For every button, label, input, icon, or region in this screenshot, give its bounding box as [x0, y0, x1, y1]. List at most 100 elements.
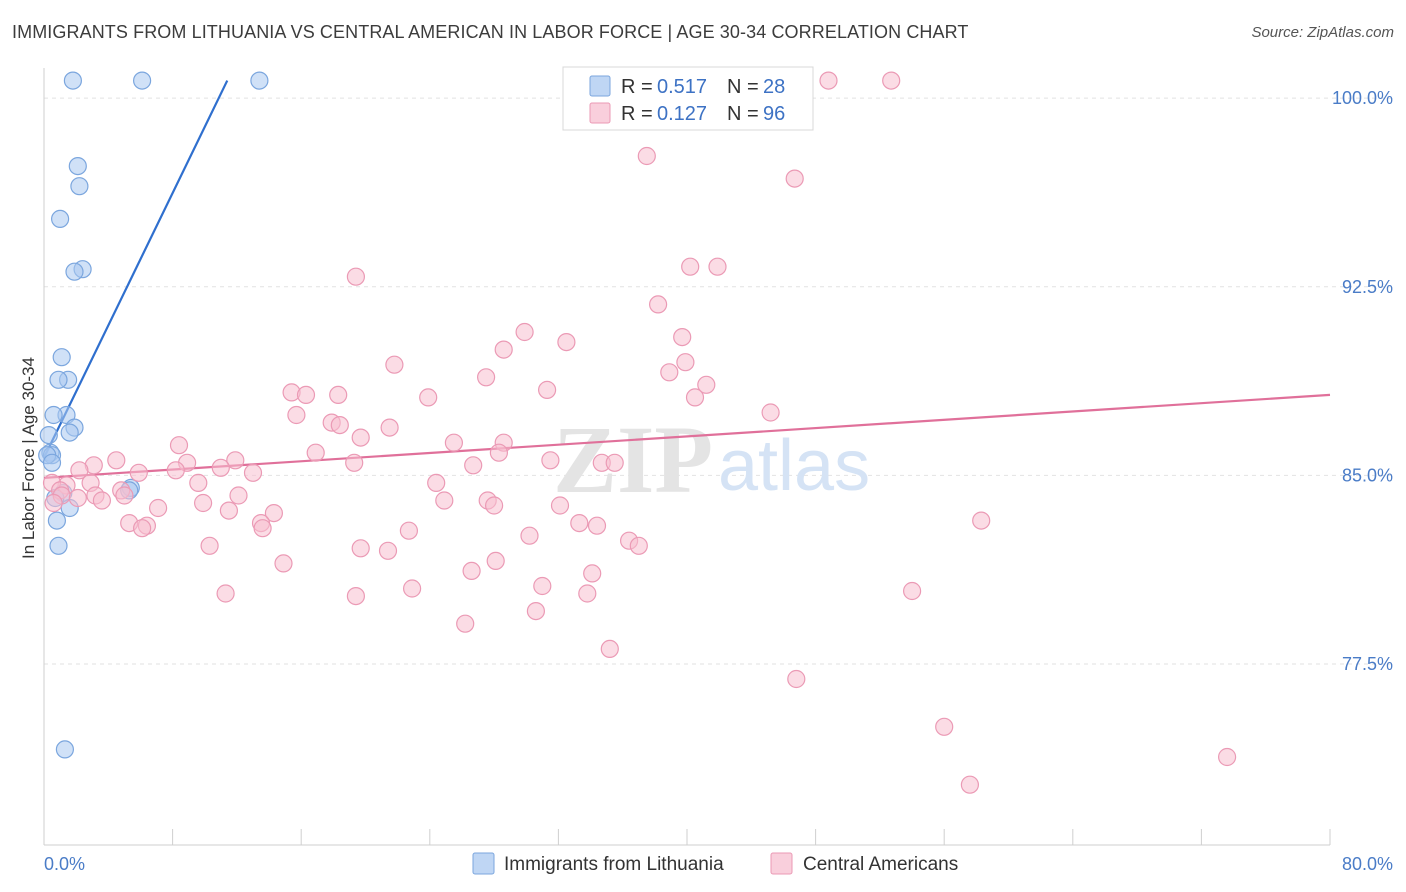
- data-point-1-71: [550, 496, 570, 515]
- data-point-1-87: [274, 554, 293, 573]
- data-point-0-7: [65, 262, 84, 281]
- data-point-0-26: [49, 536, 68, 555]
- series-legend-label-lithuania: Immigrants from Lithuania: [504, 854, 724, 875]
- y-tick-label-2: 92.5%: [1342, 277, 1393, 297]
- y-tick-label-0: 77.5%: [1342, 654, 1393, 674]
- data-point-0-2: [250, 71, 269, 90]
- legend-r-value-central-americans: 0.127: [657, 103, 707, 125]
- data-point-1-78: [520, 526, 539, 545]
- data-point-1-69: [219, 501, 238, 520]
- data-point-1-44: [211, 458, 230, 477]
- data-point-1-4: [637, 146, 656, 166]
- data-point-1-84: [378, 541, 398, 560]
- data-point-1-88: [486, 551, 505, 571]
- data-point-0-8: [52, 348, 71, 367]
- data-point-1-15: [477, 368, 496, 387]
- data-point-1-70: [485, 496, 504, 515]
- data-point-1-17: [660, 363, 679, 382]
- series-legend-label-central-americans: Central Americans: [803, 854, 958, 875]
- stats-legend: R = 0.517 N = 28 R = 0.127 N = 96: [562, 66, 814, 131]
- data-point-0-3: [68, 157, 87, 176]
- legend-swatch-central-americans: [589, 102, 611, 124]
- data-point-1-86: [629, 536, 648, 555]
- data-point-1-30: [351, 428, 370, 447]
- data-point-0-10: [49, 370, 68, 389]
- legend-n-value-lithuania: 28: [763, 76, 785, 98]
- x-tick-label-min: 0.0%: [44, 854, 85, 874]
- data-point-1-37: [107, 451, 126, 470]
- data-point-1-16: [676, 353, 695, 372]
- series-legend-swatch-central-americans: [770, 852, 793, 875]
- data-point-1-82: [200, 536, 219, 555]
- series-points-0: [38, 71, 269, 759]
- data-point-1-94: [578, 584, 597, 603]
- data-point-1-36: [541, 451, 560, 470]
- data-point-1-91: [533, 576, 552, 596]
- data-point-1-27: [761, 403, 780, 422]
- legend-r-label-lithuania: R =: [621, 76, 653, 98]
- data-point-1-53: [189, 473, 208, 492]
- data-point-1-29: [380, 418, 399, 437]
- data-point-1-46: [70, 461, 89, 480]
- data-point-0-14: [60, 423, 79, 442]
- data-point-1-8: [708, 257, 727, 276]
- data-point-1-103: [1217, 747, 1237, 767]
- y-tick-label-3: 100.0%: [1332, 88, 1393, 108]
- data-point-1-35: [489, 443, 508, 462]
- data-point-1-24: [685, 388, 705, 407]
- data-point-1-49: [243, 463, 263, 482]
- data-point-1-77: [399, 521, 418, 540]
- data-point-1-99: [600, 639, 619, 659]
- data-point-1-93: [403, 579, 422, 598]
- data-point-0-1: [133, 71, 152, 90]
- chart-title: IMMIGRANTS FROM LITHUANIA VS CENTRAL AME…: [12, 22, 969, 42]
- data-point-1-61: [92, 491, 112, 510]
- data-point-1-7: [681, 257, 700, 276]
- watermark-atlas: atlas: [718, 426, 870, 506]
- data-point-1-14: [385, 355, 404, 374]
- data-point-1-59: [115, 486, 134, 505]
- data-point-1-76: [253, 519, 272, 538]
- data-point-1-62: [229, 486, 248, 505]
- data-points: [38, 71, 1237, 794]
- series-points-1: [42, 71, 1237, 794]
- data-point-1-19: [697, 375, 716, 394]
- data-point-1-21: [296, 385, 316, 404]
- x-tick-label-max: 80.0%: [1342, 854, 1393, 874]
- legend-r-value-lithuania: 0.517: [657, 76, 707, 98]
- data-point-1-79: [570, 513, 589, 533]
- data-point-0-0: [63, 71, 83, 90]
- data-point-1-90: [583, 564, 602, 583]
- watermark: ZIP atlas: [553, 406, 870, 513]
- data-point-1-11: [557, 333, 576, 352]
- data-point-1-22: [329, 385, 348, 404]
- data-point-1-2: [819, 71, 838, 90]
- data-point-0-5: [50, 209, 70, 228]
- data-point-1-43: [605, 453, 624, 472]
- series-legend-swatch-lithuania: [472, 852, 495, 875]
- data-point-1-9: [648, 295, 668, 314]
- data-point-1-75: [133, 519, 152, 538]
- grid-lines: [44, 97, 1392, 665]
- trend-lines: [43, 80, 1331, 479]
- trend-line-1: [43, 393, 1331, 479]
- legend-n-label-lithuania: N =: [727, 76, 759, 98]
- data-point-1-31: [444, 433, 463, 452]
- data-point-1-92: [216, 584, 235, 603]
- data-point-1-33: [169, 436, 189, 455]
- data-point-1-3: [882, 71, 901, 90]
- data-point-1-68: [264, 503, 283, 523]
- y-tick-labels: 77.5% 85.0% 92.5% 100.0%: [1332, 88, 1393, 674]
- data-point-1-10: [515, 322, 534, 342]
- data-point-0-4: [70, 177, 89, 196]
- data-point-0-12: [44, 405, 63, 425]
- legend-r-label-central-americans: R =: [621, 103, 653, 125]
- data-point-1-100: [787, 669, 806, 689]
- data-point-1-25: [287, 405, 306, 425]
- data-point-1-6: [346, 267, 365, 286]
- legend-n-value-central-americans: 96: [763, 103, 785, 125]
- data-point-1-60: [68, 488, 87, 508]
- data-point-1-5: [785, 169, 804, 188]
- data-point-1-96: [346, 586, 365, 606]
